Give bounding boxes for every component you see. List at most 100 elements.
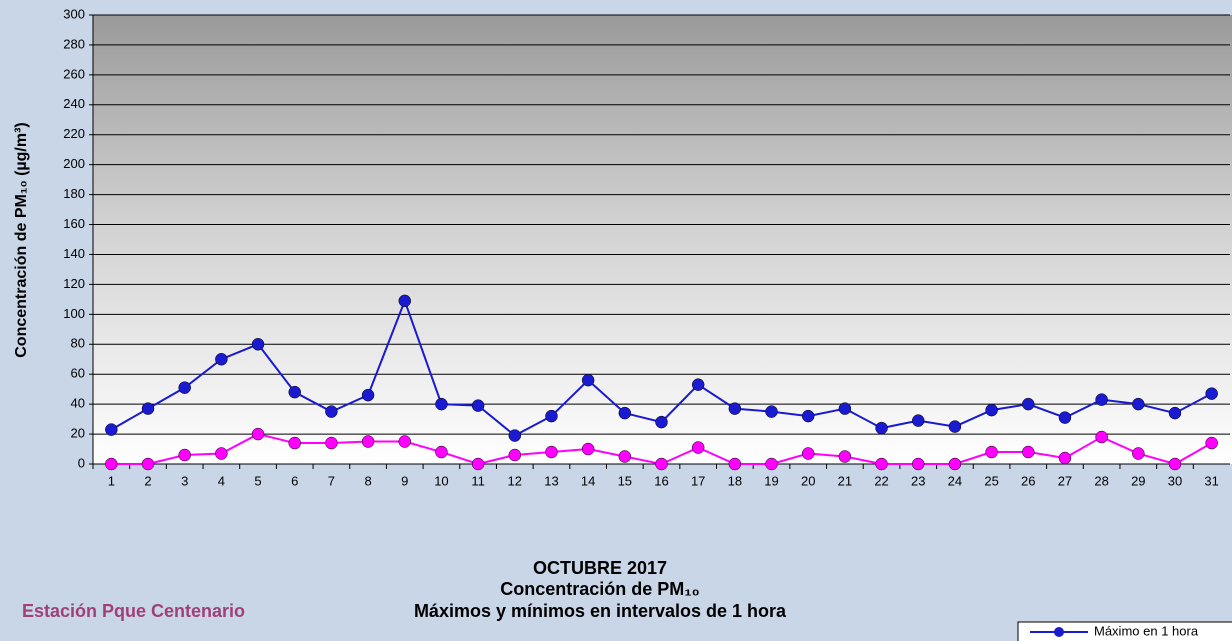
data-point <box>1059 412 1071 424</box>
x-tick-label: 23 <box>911 473 925 488</box>
y-tick-label: 0 <box>78 455 85 470</box>
data-point <box>1169 407 1181 419</box>
legend-marker <box>1054 627 1064 637</box>
data-point <box>252 428 264 440</box>
y-tick-label: 20 <box>71 426 85 441</box>
y-tick-label: 60 <box>71 366 85 381</box>
x-tick-label: 20 <box>801 473 815 488</box>
x-tick-label: 22 <box>874 473 888 488</box>
x-tick-label: 7 <box>328 473 335 488</box>
data-point <box>802 410 814 422</box>
chart-title: Máximos y mínimos en intervalos de 1 hor… <box>414 601 787 621</box>
x-tick-label: 4 <box>218 473 225 488</box>
x-tick-label: 14 <box>581 473 595 488</box>
data-point <box>619 407 631 419</box>
x-tick-label: 29 <box>1131 473 1145 488</box>
x-tick-label: 10 <box>434 473 448 488</box>
data-point <box>325 406 337 418</box>
data-point <box>766 406 778 418</box>
data-point <box>729 403 741 415</box>
y-tick-label: 180 <box>63 186 85 201</box>
y-tick-label: 160 <box>63 216 85 231</box>
data-point <box>692 379 704 391</box>
data-point <box>912 415 924 427</box>
x-tick-label: 21 <box>838 473 852 488</box>
y-tick-label: 300 <box>63 6 85 21</box>
data-point <box>545 410 557 422</box>
data-point <box>399 295 411 307</box>
data-point <box>362 389 374 401</box>
data-point <box>142 458 154 470</box>
x-tick-label: 8 <box>364 473 371 488</box>
data-point <box>802 448 814 460</box>
x-tick-label: 11 <box>471 473 485 488</box>
data-point <box>509 449 521 461</box>
y-tick-label: 240 <box>63 96 85 111</box>
data-point <box>472 400 484 412</box>
data-point <box>656 416 668 428</box>
data-point <box>582 443 594 455</box>
y-tick-label: 220 <box>63 126 85 141</box>
data-point <box>582 374 594 386</box>
data-point <box>545 446 557 458</box>
data-point <box>1206 388 1218 400</box>
x-tick-label: 31 <box>1204 473 1218 488</box>
x-tick-label: 28 <box>1094 473 1108 488</box>
x-tick-label: 17 <box>691 473 705 488</box>
chart-title: Concentración de PM₁₀ <box>500 579 700 599</box>
chart: OCTUBRE 2017 Concentración de PM₁₀ Máxim… <box>0 0 1232 641</box>
y-axis-label: Concentración de PM₁₀ (µg/m³) <box>13 122 30 358</box>
x-tick-label: 6 <box>291 473 298 488</box>
data-point <box>912 458 924 470</box>
y-tick-label: 100 <box>63 306 85 321</box>
data-point <box>362 436 374 448</box>
data-point <box>839 451 851 463</box>
x-tick-label: 16 <box>654 473 668 488</box>
x-tick-label: 15 <box>618 473 632 488</box>
data-point <box>1022 446 1034 458</box>
legend-label: Máximo en 1 hora <box>1094 623 1199 638</box>
data-point <box>325 437 337 449</box>
data-point <box>215 448 227 460</box>
x-tick-label: 9 <box>401 473 408 488</box>
data-point <box>472 458 484 470</box>
x-tick-label: 30 <box>1168 473 1182 488</box>
x-tick-label: 3 <box>181 473 188 488</box>
data-point <box>876 458 888 470</box>
y-tick-label: 80 <box>71 336 85 351</box>
y-tick-label: 200 <box>63 156 85 171</box>
data-point <box>876 422 888 434</box>
data-point <box>1059 452 1071 464</box>
data-point <box>215 353 227 365</box>
data-point <box>289 437 301 449</box>
data-point <box>839 403 851 415</box>
x-tick-label: 19 <box>764 473 778 488</box>
data-point <box>1096 394 1108 406</box>
data-point <box>435 398 447 410</box>
data-point <box>142 403 154 415</box>
data-point <box>1206 437 1218 449</box>
x-tick-label: 26 <box>1021 473 1035 488</box>
x-tick-label: 25 <box>984 473 998 488</box>
x-tick-label: 1 <box>108 473 115 488</box>
data-point <box>105 458 117 470</box>
station-label: Estación Pque Centenario <box>22 601 245 621</box>
data-point <box>1132 448 1144 460</box>
x-tick-label: 27 <box>1058 473 1072 488</box>
data-point <box>656 458 668 470</box>
data-point <box>105 424 117 436</box>
data-point <box>252 338 264 350</box>
data-point <box>399 436 411 448</box>
data-point <box>692 442 704 454</box>
data-point <box>766 458 778 470</box>
x-tick-label: 5 <box>254 473 261 488</box>
y-tick-label: 140 <box>63 246 85 261</box>
data-point <box>986 404 998 416</box>
y-tick-label: 280 <box>63 36 85 51</box>
plot-area <box>93 15 1232 464</box>
x-tick-label: 13 <box>544 473 558 488</box>
y-tick-label: 40 <box>71 396 85 411</box>
chart-title: OCTUBRE 2017 <box>533 558 667 578</box>
data-point <box>949 458 961 470</box>
data-point <box>619 451 631 463</box>
